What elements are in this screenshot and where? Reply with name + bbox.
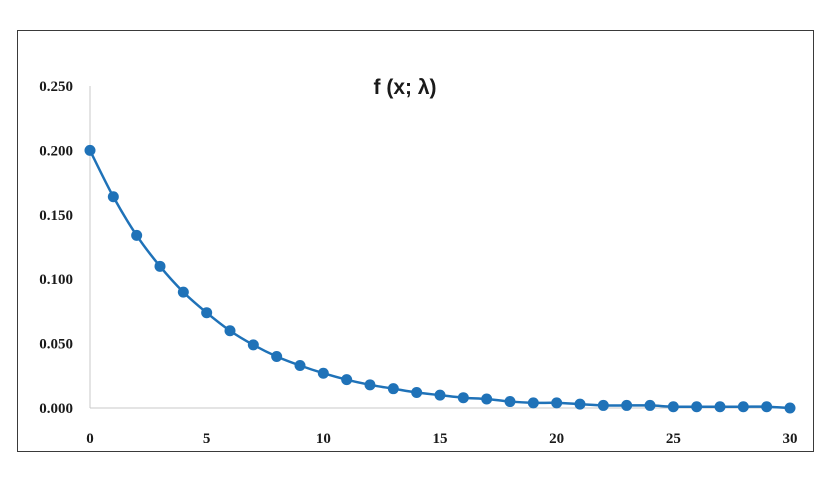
data-point xyxy=(597,399,609,411)
data-point xyxy=(154,260,166,272)
data-point xyxy=(131,229,143,241)
data-point xyxy=(434,389,446,401)
data-point xyxy=(271,350,283,362)
data-point xyxy=(224,325,236,337)
data-point xyxy=(481,393,493,405)
y-tick-labels: 0.000 0.050 0.100 0.150 0.200 0.250 xyxy=(39,79,73,417)
data-point xyxy=(107,191,119,203)
data-point xyxy=(84,144,96,156)
data-point xyxy=(667,401,679,413)
data-point xyxy=(411,387,423,399)
series-line xyxy=(88,149,791,410)
y-tick-label: 0.150 xyxy=(39,208,73,224)
x-tick-label: 15 xyxy=(433,431,448,447)
data-point xyxy=(714,401,726,413)
y-tick-label: 0.200 xyxy=(39,143,73,159)
data-point xyxy=(621,399,633,411)
data-point xyxy=(504,396,516,408)
data-point xyxy=(364,379,376,391)
data-point xyxy=(574,398,586,410)
x-tick-label: 25 xyxy=(666,431,681,447)
chart-title: f (x; λ) xyxy=(374,76,437,99)
data-point xyxy=(737,401,749,413)
data-point xyxy=(317,367,329,379)
data-point xyxy=(247,339,259,351)
data-point xyxy=(201,307,213,319)
data-point xyxy=(551,397,563,409)
data-point xyxy=(341,374,353,386)
y-tick-label: 0.050 xyxy=(39,337,73,353)
series-group xyxy=(84,144,796,414)
data-point xyxy=(294,359,306,371)
data-point xyxy=(177,286,189,298)
data-point xyxy=(457,392,469,404)
x-tick-label: 5 xyxy=(203,431,211,447)
x-tick-label: 10 xyxy=(316,431,331,447)
data-point xyxy=(784,402,796,414)
data-point xyxy=(761,401,773,413)
data-point xyxy=(644,399,656,411)
y-tick-label: 0.100 xyxy=(39,272,73,288)
y-tick-label: 0.000 xyxy=(39,401,73,417)
x-tick-labels: 0 5 10 15 20 25 30 xyxy=(86,431,797,447)
y-tick-label: 0.250 xyxy=(39,79,73,95)
data-point xyxy=(691,401,703,413)
chart-frame xyxy=(17,30,814,452)
x-tick-label: 30 xyxy=(783,431,798,447)
x-tick-label: 0 xyxy=(86,431,94,447)
data-point xyxy=(527,397,539,409)
x-tick-label: 20 xyxy=(549,431,564,447)
data-point xyxy=(387,383,399,395)
